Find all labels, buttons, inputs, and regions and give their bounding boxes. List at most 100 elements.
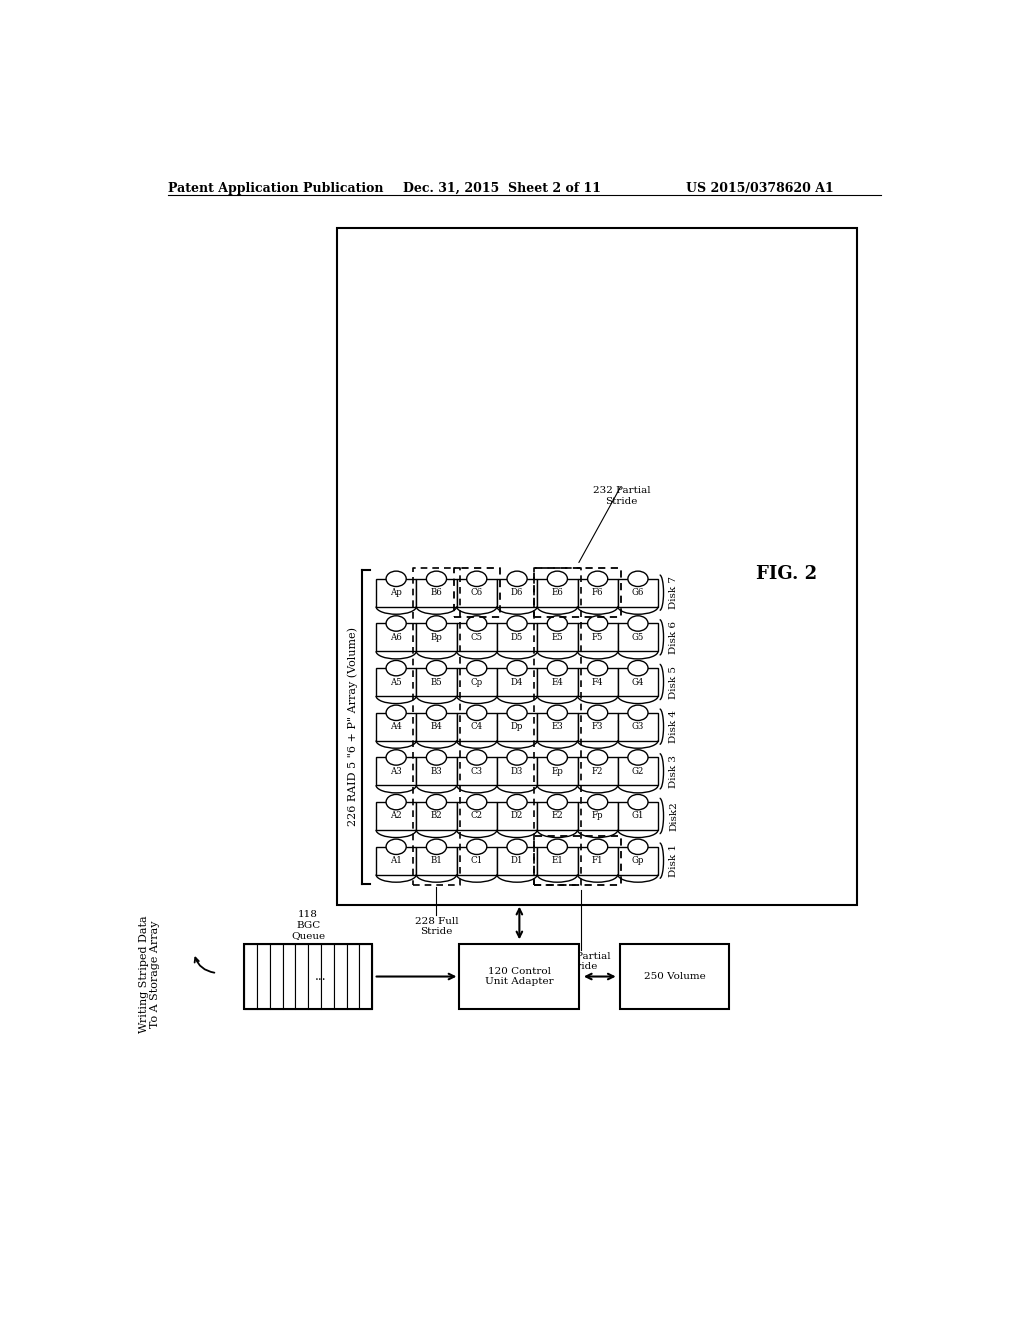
Text: ...: ... bbox=[315, 970, 327, 983]
Ellipse shape bbox=[386, 795, 407, 810]
Text: C4: C4 bbox=[471, 722, 482, 731]
Bar bbox=[538, 847, 578, 875]
Text: E4: E4 bbox=[552, 677, 563, 686]
Bar bbox=[578, 579, 617, 607]
Bar bbox=[376, 803, 417, 830]
Text: B2: B2 bbox=[430, 812, 442, 821]
Ellipse shape bbox=[467, 615, 486, 631]
Ellipse shape bbox=[507, 705, 527, 721]
Ellipse shape bbox=[588, 615, 607, 631]
Bar bbox=[346, 944, 359, 1010]
Ellipse shape bbox=[588, 840, 607, 854]
Text: Patent Application Publication: Patent Application Publication bbox=[168, 182, 384, 194]
Bar bbox=[257, 944, 270, 1010]
Text: Bp: Bp bbox=[430, 632, 442, 642]
Text: US 2015/0378620 A1: US 2015/0378620 A1 bbox=[686, 182, 834, 194]
Text: B4: B4 bbox=[430, 722, 442, 731]
Ellipse shape bbox=[547, 660, 567, 676]
Bar bbox=[578, 668, 617, 696]
Bar bbox=[460, 944, 580, 1010]
Bar bbox=[497, 579, 538, 607]
Text: D2: D2 bbox=[511, 812, 523, 821]
Ellipse shape bbox=[386, 840, 407, 854]
Bar bbox=[578, 803, 617, 830]
Text: A3: A3 bbox=[390, 767, 402, 776]
Bar bbox=[578, 623, 617, 651]
Ellipse shape bbox=[426, 750, 446, 766]
Ellipse shape bbox=[628, 795, 648, 810]
Ellipse shape bbox=[547, 615, 567, 631]
Ellipse shape bbox=[588, 705, 607, 721]
Ellipse shape bbox=[467, 840, 486, 854]
Text: E1: E1 bbox=[551, 857, 563, 865]
Ellipse shape bbox=[588, 660, 607, 676]
Ellipse shape bbox=[386, 660, 407, 676]
Bar bbox=[578, 847, 617, 875]
Ellipse shape bbox=[507, 840, 527, 854]
Bar bbox=[417, 758, 457, 785]
Text: G4: G4 bbox=[632, 677, 644, 686]
Text: A1: A1 bbox=[390, 857, 402, 865]
Text: E3: E3 bbox=[552, 722, 563, 731]
Bar bbox=[617, 803, 658, 830]
Ellipse shape bbox=[547, 840, 567, 854]
Ellipse shape bbox=[547, 705, 567, 721]
Ellipse shape bbox=[507, 795, 527, 810]
Bar bbox=[334, 944, 346, 1010]
Text: C6: C6 bbox=[471, 589, 482, 597]
Text: Cp: Cp bbox=[471, 677, 482, 686]
Ellipse shape bbox=[426, 705, 446, 721]
Ellipse shape bbox=[628, 750, 648, 766]
Ellipse shape bbox=[628, 660, 648, 676]
Bar bbox=[376, 758, 417, 785]
Bar bbox=[617, 623, 658, 651]
Text: Ep: Ep bbox=[552, 767, 563, 776]
Bar bbox=[417, 713, 457, 741]
Ellipse shape bbox=[547, 572, 567, 586]
Text: F6: F6 bbox=[592, 589, 603, 597]
Bar bbox=[621, 944, 729, 1010]
Bar bbox=[538, 579, 578, 607]
Text: Disk 4: Disk 4 bbox=[669, 710, 678, 743]
Text: C5: C5 bbox=[471, 632, 482, 642]
Bar bbox=[417, 623, 457, 651]
Ellipse shape bbox=[426, 795, 446, 810]
Text: G1: G1 bbox=[632, 812, 644, 821]
Text: F4: F4 bbox=[592, 677, 603, 686]
Bar bbox=[497, 668, 538, 696]
Text: B1: B1 bbox=[430, 857, 442, 865]
Text: A6: A6 bbox=[390, 632, 402, 642]
Ellipse shape bbox=[467, 750, 486, 766]
Ellipse shape bbox=[547, 750, 567, 766]
Bar bbox=[376, 623, 417, 651]
Ellipse shape bbox=[467, 572, 486, 586]
Text: F5: F5 bbox=[592, 632, 603, 642]
Text: 250 Volume: 250 Volume bbox=[643, 972, 706, 981]
Bar bbox=[417, 668, 457, 696]
Bar bbox=[538, 803, 578, 830]
Bar bbox=[376, 579, 417, 607]
Ellipse shape bbox=[467, 795, 486, 810]
Bar bbox=[617, 579, 658, 607]
Text: Ap: Ap bbox=[390, 589, 402, 597]
Bar bbox=[617, 713, 658, 741]
Bar bbox=[417, 803, 457, 830]
Ellipse shape bbox=[507, 572, 527, 586]
Bar bbox=[538, 668, 578, 696]
Text: B3: B3 bbox=[431, 767, 442, 776]
Ellipse shape bbox=[628, 840, 648, 854]
Bar bbox=[497, 623, 538, 651]
Bar bbox=[497, 713, 538, 741]
Ellipse shape bbox=[467, 705, 486, 721]
Bar bbox=[457, 668, 497, 696]
Ellipse shape bbox=[507, 660, 527, 676]
Text: 226 RAID 5 "6 + P" Array (Volume): 226 RAID 5 "6 + P" Array (Volume) bbox=[347, 627, 358, 826]
Bar bbox=[538, 758, 578, 785]
Bar bbox=[417, 579, 457, 607]
Bar bbox=[417, 847, 457, 875]
Ellipse shape bbox=[628, 572, 648, 586]
Ellipse shape bbox=[507, 750, 527, 766]
Text: C2: C2 bbox=[471, 812, 482, 821]
Text: 230 Partial
Stride: 230 Partial Stride bbox=[553, 952, 610, 972]
Text: D5: D5 bbox=[511, 632, 523, 642]
